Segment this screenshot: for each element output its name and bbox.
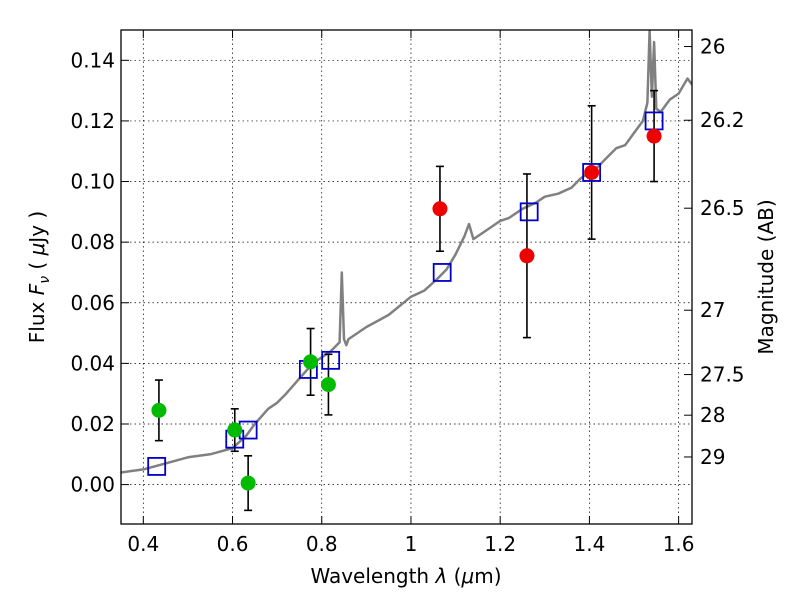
- y-axis-label-text: Flux: [25, 295, 49, 343]
- y2-tick-label: 27: [700, 298, 725, 322]
- x-axis-label: Wavelength λ (μm): [310, 564, 501, 588]
- y2-tick-label: 26.2: [700, 108, 745, 132]
- box-marker: [432, 263, 452, 282]
- red-point: [432, 201, 448, 217]
- grid-lines: [121, 30, 692, 524]
- x-tick-label: 0.4: [127, 532, 159, 556]
- green-point: [227, 422, 243, 438]
- box-marker: [147, 457, 167, 476]
- green-point: [303, 354, 319, 370]
- x-tick-label: 1.4: [573, 532, 605, 556]
- y2-tick-label: 26: [700, 35, 725, 59]
- red-point: [584, 164, 600, 180]
- box-marker: [582, 163, 602, 182]
- x-axis-lambda: λ: [434, 564, 447, 588]
- y2-tick-label: 29: [700, 445, 725, 469]
- y2-tick-label: 27.5: [700, 363, 745, 387]
- y-tick-label: 0.10: [70, 170, 115, 194]
- y2-ticks: 26 26.2 26.5 27 27.5 28 29: [684, 35, 745, 469]
- x-tick-label: 1.6: [663, 532, 695, 556]
- box-marker: [321, 350, 341, 370]
- y-axis-unit-close: Jy ): [25, 211, 49, 245]
- x-axis-label-text: Wavelength: [310, 564, 435, 588]
- green-point: [240, 475, 256, 491]
- y2-tick-label: 26.5: [700, 196, 745, 220]
- circle-markers-layer: [151, 128, 662, 491]
- x-tick-label: 0.6: [217, 532, 249, 556]
- x-tick-label: 0.8: [306, 532, 338, 556]
- y2-tick-label: 28: [700, 403, 725, 427]
- y-ticks: 0.00 0.02 0.04 0.06 0.08 0.10 0.12 0.14: [70, 48, 129, 497]
- y-tick-label: 0.02: [70, 412, 115, 436]
- red-point: [646, 128, 662, 144]
- x-axis-unit-end: m): [474, 564, 501, 588]
- x-tick-label: 1.2: [484, 532, 516, 556]
- y-axis-mu: μ: [25, 243, 49, 257]
- red-point: [519, 248, 535, 264]
- x-axis-unit: (: [447, 564, 461, 588]
- y-axis-nu: ν: [37, 276, 53, 284]
- green-point: [151, 402, 167, 418]
- x-ticks: 0.4 0.6 0.8 1 1.2 1.4 1.6: [127, 30, 695, 556]
- y-axis-unit-open: (: [25, 255, 49, 276]
- y-tick-label: 0.12: [70, 109, 115, 133]
- box-marker: [519, 202, 539, 222]
- y-axis-label: Flux Fν ( μJy ): [25, 211, 53, 343]
- y-tick-label: 0.00: [70, 473, 115, 497]
- plot-frame: [120, 29, 693, 525]
- green-point: [320, 377, 336, 393]
- y-tick-label: 0.08: [70, 230, 115, 254]
- y-tick-label: 0.04: [70, 351, 115, 375]
- y2-axis-label: Magnitude (AB): [754, 199, 778, 354]
- x-tick-label: 1: [405, 532, 418, 556]
- y-tick-label: 0.06: [70, 291, 115, 315]
- y-tick-label: 0.14: [70, 48, 115, 72]
- x-axis-mu: μ: [460, 564, 474, 588]
- y-axis-F: F: [25, 283, 49, 295]
